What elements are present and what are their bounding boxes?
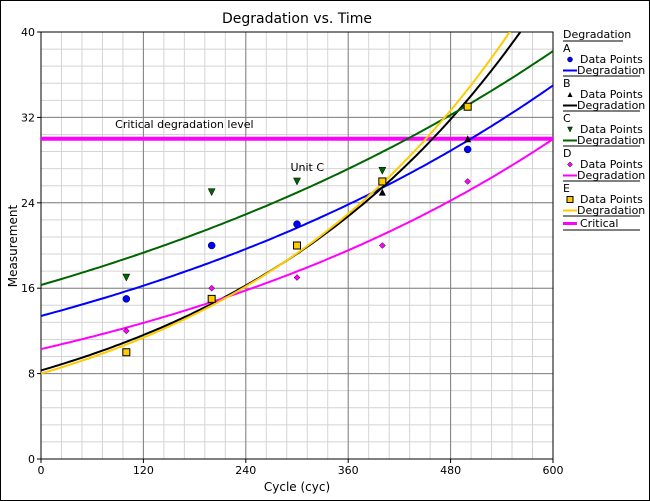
x-tick-label: 0 xyxy=(38,464,45,477)
chart-title: Degradation vs. Time xyxy=(222,11,372,27)
data-point-D xyxy=(378,242,386,249)
data-point-A xyxy=(207,241,216,250)
data-point-A xyxy=(122,295,131,303)
data-point-C xyxy=(378,167,387,175)
x-axis-label: Cycle (cyc) xyxy=(264,480,330,494)
fit-curve-E xyxy=(41,32,511,375)
x-tick-label: 240 xyxy=(235,464,256,477)
data-point-D xyxy=(464,178,472,185)
data-point-A xyxy=(463,145,472,154)
data-point-E xyxy=(378,177,387,186)
data-point-C xyxy=(207,188,216,197)
data-point-C xyxy=(122,273,131,282)
legend-group-label: C xyxy=(563,112,571,125)
legend-title: Degradation xyxy=(563,28,631,41)
legend-points-label: Data Points xyxy=(580,53,643,66)
y-tick-label: 40 xyxy=(21,26,35,39)
data-point-E xyxy=(207,294,216,303)
data-point-A xyxy=(293,220,301,228)
y-tick-label: 16 xyxy=(21,282,35,295)
data-point-C xyxy=(293,177,301,186)
legend-line-label: Degradation xyxy=(577,169,645,182)
x-tick-label: 600 xyxy=(543,464,564,477)
legend-group-label: A xyxy=(563,42,571,55)
data-point-E xyxy=(293,241,301,250)
y-tick-label: 24 xyxy=(21,197,35,210)
legend-group-label: D xyxy=(563,147,571,160)
legend-line-label: Degradation xyxy=(577,204,645,217)
data-point-E xyxy=(463,102,472,111)
data-point-D xyxy=(122,327,130,335)
data-point-B xyxy=(378,188,386,196)
legend-marker-A xyxy=(567,56,573,63)
plot-area-border xyxy=(40,31,554,460)
y-tick-label: 0 xyxy=(28,453,35,466)
legend-marker-D xyxy=(567,161,573,168)
y-tick-label: 32 xyxy=(21,111,35,124)
legend-group-label: B xyxy=(563,77,571,90)
legend-marker-B xyxy=(567,92,573,97)
data-point-D xyxy=(208,284,216,292)
legend-critical-label: Critical xyxy=(580,217,618,230)
data-point-B xyxy=(464,135,472,143)
legend-marker-E xyxy=(566,196,574,203)
legend-line-label: Degradation xyxy=(577,134,645,147)
data-point-E xyxy=(122,348,131,357)
x-tick-label: 360 xyxy=(338,464,359,477)
y-axis-label: Measurement xyxy=(6,205,20,288)
legend-points-label: Data Points xyxy=(580,158,643,171)
x-tick-label: 480 xyxy=(440,464,461,477)
annotation: Unit C xyxy=(290,161,324,174)
legend-points-label: Data Points xyxy=(580,123,643,136)
legend-points-label: Data Points xyxy=(580,88,643,101)
legend-group-label: E xyxy=(563,182,570,195)
x-tick-label: 120 xyxy=(133,464,154,477)
annotation: Critical degradation level xyxy=(115,118,253,131)
legend-points-label: Data Points xyxy=(580,193,643,206)
y-tick-label: 8 xyxy=(28,368,35,381)
legend-line-label: Degradation xyxy=(577,64,645,77)
legend-marker-C xyxy=(567,126,573,133)
plot-clip-group xyxy=(41,32,553,375)
legend-line-label: Degradation xyxy=(577,99,645,112)
data-point-D xyxy=(293,274,301,281)
